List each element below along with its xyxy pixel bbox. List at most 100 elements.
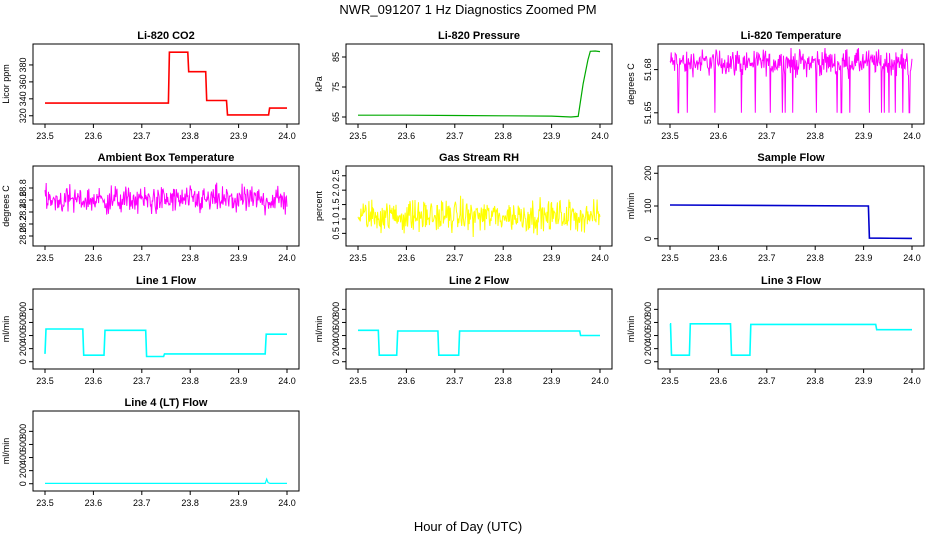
y-axis-label: ml/min — [626, 316, 636, 343]
y-tick-label: 75 — [331, 82, 341, 92]
chart-panel: Line 2 Flow 23.5 23.6 23.7 23.8 23.9 24.0 0 2004… — [314, 275, 613, 386]
x-tick-label: 23.6 — [710, 376, 728, 386]
plot-frame — [32, 410, 300, 492]
x-tick-label: 23.8 — [181, 253, 199, 263]
panel-title: Li-820 CO2 — [137, 30, 194, 42]
y-tick-label: 0 — [643, 236, 653, 241]
panel-title: Gas Stream RH — [439, 152, 519, 164]
y-tick-label: 800 — [643, 302, 653, 317]
x-tick-label: 23.7 — [446, 376, 464, 386]
x-tick-label: 23.9 — [543, 376, 561, 386]
y-tick-label: 800 — [18, 424, 28, 439]
y-tick-label: 200 — [18, 341, 28, 356]
x-tick-label: 23.7 — [758, 131, 776, 141]
series-line — [669, 47, 913, 114]
y-tick-label: 600 — [18, 437, 28, 452]
panel-title: Line 1 Flow — [136, 275, 196, 287]
y-tick-label: 28.8 — [18, 179, 28, 197]
x-tick-label: 23.7 — [758, 253, 776, 263]
x-tick-label: 23.5 — [661, 131, 679, 141]
x-tick-label: 23.8 — [494, 131, 512, 141]
x-tick-label: 24.0 — [903, 131, 921, 141]
panel-title: Line 4 (LT) Flow — [125, 397, 208, 409]
y-tick-label: 51.65 — [643, 102, 653, 125]
panel-title: Sample Flow — [757, 152, 825, 164]
y-tick-label: 400 — [18, 450, 28, 465]
x-tick-label: 23.9 — [230, 498, 248, 508]
x-tick-label: 23.6 — [398, 131, 416, 141]
y-axis-label: Licor ppm — [1, 64, 11, 104]
x-tick-label: 23.9 — [543, 253, 561, 263]
x-tick-label: 23.6 — [710, 253, 728, 263]
x-tick-label: 23.6 — [398, 253, 416, 263]
y-tick-label: 28.4 — [18, 203, 28, 221]
y-tick-label: 800 — [331, 302, 341, 317]
panel-grid: Li-820 CO2 23.5 23.6 23.7 23.8 23.9 24.0 320 340… — [1, 30, 925, 508]
plot-frame — [345, 165, 613, 247]
series-line — [44, 328, 287, 358]
x-tick-label: 23.9 — [230, 131, 248, 141]
series-line — [45, 51, 287, 116]
x-tick-label: 23.7 — [133, 376, 151, 386]
x-tick-label: 23.5 — [349, 376, 367, 386]
y-tick-label: 0.5 — [331, 227, 341, 240]
y-tick-label: 360 — [18, 74, 28, 89]
y-tick-label: 200 — [331, 341, 341, 356]
plot-frame — [345, 43, 613, 125]
chart-panel: Line 1 Flow 23.5 23.6 23.7 23.8 23.9 24.0 0 2004… — [1, 275, 300, 386]
figure-title: NWR_091207 1 Hz Diagnostics Zoomed PM — [339, 2, 596, 17]
x-tick-label: 23.6 — [85, 498, 103, 508]
x-tick-label: 23.5 — [661, 253, 679, 263]
x-tick-label: 23.9 — [230, 376, 248, 386]
y-axis-label: kPa — [314, 76, 324, 92]
x-tick-label: 23.5 — [349, 253, 367, 263]
y-tick-label: 400 — [643, 328, 653, 343]
chart-panel: Li-820 Temperature 23.5 23.6 23.7 23.8 23.9 24… — [626, 30, 925, 141]
x-tick-label: 23.5 — [349, 131, 367, 141]
y-tick-label: 400 — [18, 328, 28, 343]
x-tick-label: 23.9 — [543, 131, 561, 141]
x-tick-label: 23.5 — [36, 498, 54, 508]
x-tick-label: 23.6 — [85, 376, 103, 386]
y-tick-label: 0 — [18, 359, 28, 364]
x-tick-label: 23.7 — [133, 253, 151, 263]
figure-xlabel: Hour of Day (UTC) — [414, 519, 522, 534]
x-tick-label: 23.6 — [398, 376, 416, 386]
y-tick-label: 1.0 — [331, 213, 341, 226]
y-tick-label: 2.0 — [331, 184, 341, 197]
x-tick-label: 23.7 — [133, 131, 151, 141]
y-tick-label: 85 — [331, 52, 341, 62]
x-tick-label: 23.7 — [446, 253, 464, 263]
x-tick-label: 24.0 — [278, 253, 296, 263]
y-tick-label: 320 — [18, 108, 28, 123]
x-tick-label: 23.5 — [36, 253, 54, 263]
series-line — [45, 477, 287, 484]
series-line — [358, 50, 601, 118]
x-tick-label: 23.5 — [36, 376, 54, 386]
series-line — [669, 322, 912, 357]
y-tick-label: 0 — [643, 359, 653, 364]
x-tick-label: 24.0 — [591, 376, 609, 386]
x-tick-label: 23.7 — [446, 131, 464, 141]
x-tick-label: 24.0 — [278, 376, 296, 386]
y-tick-label: 0 — [18, 481, 28, 486]
x-tick-label: 23.6 — [85, 253, 103, 263]
y-axis-label: percent — [314, 190, 324, 221]
y-tick-label: 600 — [331, 315, 341, 330]
chart-panel: Ambient Box Temperature 23.5 23.6 23.7 23.8 2… — [1, 152, 300, 263]
y-tick-label: 28.0 — [18, 227, 28, 245]
x-tick-label: 23.9 — [230, 253, 248, 263]
y-tick-label: 200 — [18, 463, 28, 478]
x-tick-label: 24.0 — [903, 253, 921, 263]
panel-title: Line 2 Flow — [449, 275, 509, 287]
y-tick-label: 200 — [643, 166, 653, 181]
x-tick-label: 23.9 — [855, 376, 873, 386]
y-tick-label: 2.5 — [331, 170, 341, 183]
x-tick-label: 23.8 — [494, 376, 512, 386]
x-tick-label: 24.0 — [591, 131, 609, 141]
y-tick-label: 600 — [18, 315, 28, 330]
y-axis-label: ml/min — [1, 316, 11, 343]
y-axis-label: ml/min — [1, 438, 11, 465]
x-tick-label: 23.8 — [181, 131, 199, 141]
chart-panel: Li-820 CO2 23.5 23.6 23.7 23.8 23.9 24.0 320 340… — [1, 30, 300, 141]
